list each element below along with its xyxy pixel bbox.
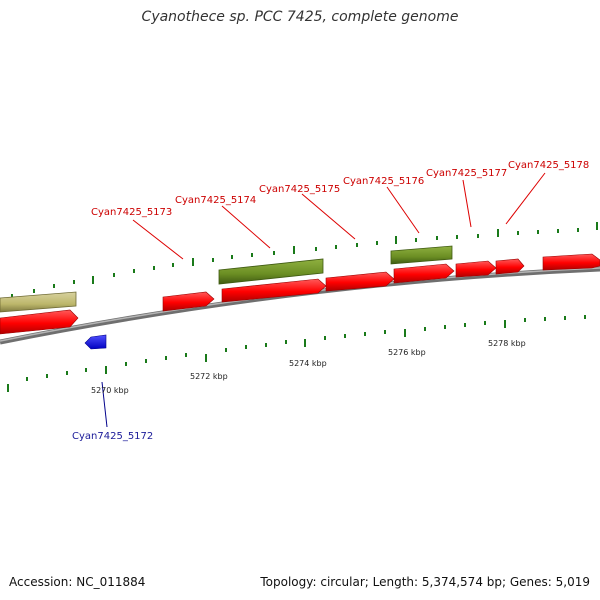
genome-summary-text: Topology: circular; Length: 5,374,574 bp… [260,575,590,589]
outer-tick-ring [11,222,598,298]
gene-label-cyan7425-5177[interactable]: Cyan7425_5177 [426,168,507,179]
accession-text: Accession: NC_011884 [9,575,146,589]
tick-label-5274: 5274 kbp [289,359,327,368]
cds-arrow-cyan7425-5176 [393,263,455,284]
map-title: Cyanothece sp. PCC 7425, complete genome [141,9,459,25]
tick-label-5276: 5276 kbp [388,348,426,357]
gene-label-cyan7425-5173[interactable]: Cyan7425_5173 [91,207,172,218]
highlight-feature-left [0,291,77,313]
gene-label-cyan7425-5175[interactable]: Cyan7425_5175 [259,184,340,195]
cds-arrow-cyan7425-5174 [221,278,327,303]
tick-label-5272: 5272 kbp [190,372,228,381]
cds-arrow-left-edge [0,309,79,335]
leader-cyan7425-5176 [386,186,420,234]
highlight-feature-right [390,245,453,265]
gene-label-cyan7425-5176[interactable]: Cyan7425_5176 [343,176,424,187]
leader-cyan7425-5173 [132,219,184,260]
inner-tick-ring [7,315,586,392]
cds-arrow-cyan7425-5172 [84,334,107,350]
cds-arrow-cyan7425-5178 [495,258,525,275]
leader-cyan7425-5172 [101,381,108,428]
gene-label-cyan7425-5172[interactable]: Cyan7425_5172 [72,431,153,442]
tick-label-5278: 5278 kbp [488,339,526,348]
cds-arrow-cyan7425-5177 [455,260,497,278]
gene-label-cyan7425-5178[interactable]: Cyan7425_5178 [508,160,589,171]
genome-backbone-highlight [0,267,600,342]
leader-cyan7425-5178 [505,172,546,225]
gene-label-cyan7425-5174[interactable]: Cyan7425_5174 [175,195,256,206]
cds-arrow-cyan7425-5175 [325,271,395,292]
highlight-feature-mid [218,258,324,285]
leader-cyan7425-5177 [462,179,472,228]
cds-arrow-right-edge [542,253,600,271]
leader-cyan7425-5175 [301,193,356,240]
cds-arrow-cyan7425-5173 [162,291,215,312]
leader-cyan7425-5174 [221,205,271,249]
tick-label-5270: 5270 kbp [91,386,129,395]
genome-backbone [0,266,600,345]
